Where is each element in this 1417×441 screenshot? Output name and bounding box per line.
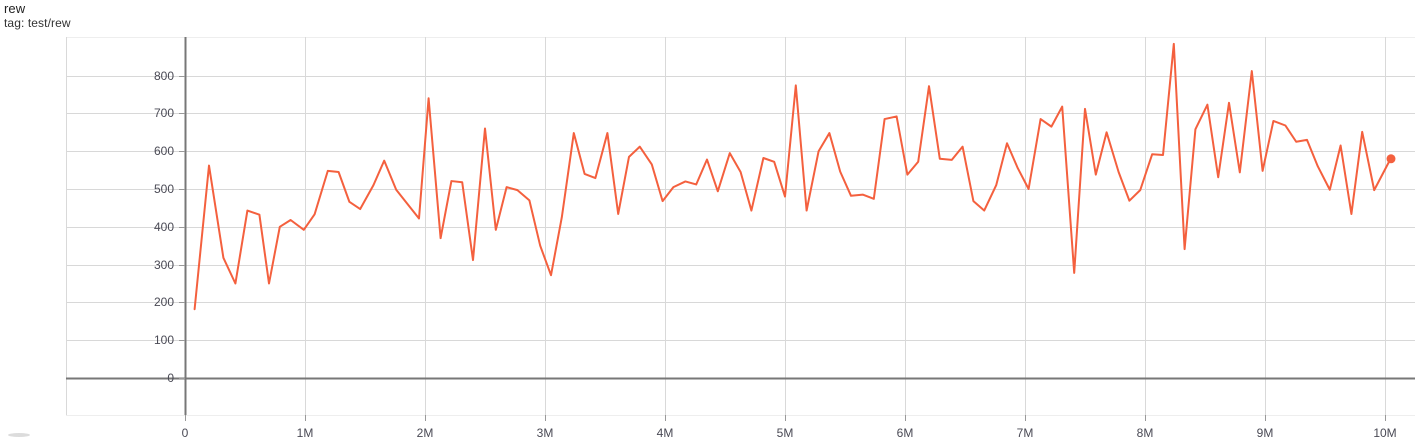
y-axis-tick-label: 300: [154, 258, 174, 272]
x-axis-tick-label: 0: [182, 426, 189, 440]
series-end-marker: [1386, 154, 1396, 164]
x-axis-tick-label: 8M: [1137, 426, 1154, 440]
series-line[interactable]: [193, 42, 1392, 311]
scroll-indicator-smudge: [8, 433, 30, 437]
axis-lines: [66, 37, 1415, 415]
y-axis-tick-label: 700: [154, 106, 174, 120]
axis-tick-marks: [179, 76, 1386, 421]
y-axis-tick-labels: 0 100 200 300 400 500 600 700 800: [154, 69, 174, 385]
horizontal-gridlines: [66, 37, 1415, 416]
x-axis-tick-label: 5M: [777, 426, 794, 440]
y-axis-tick-label: 100: [154, 333, 174, 347]
x-axis-tick-label: 4M: [657, 426, 674, 440]
y-axis-tick-label: 800: [154, 69, 174, 83]
x-axis-tick-label: 10M: [1373, 426, 1396, 440]
y-axis-tick-label: 600: [154, 144, 174, 158]
x-axis-tick-labels: 0 1M 2M 3M 4M 5M 6M 7M 8M 9M 10M: [182, 426, 1397, 440]
x-axis-tick-label: 2M: [417, 426, 434, 440]
y-axis-tick-label: 0: [167, 371, 174, 385]
chart-subtitle: tag: test/rew: [4, 16, 71, 30]
y-axis-tick-label: 400: [154, 220, 174, 234]
chart-title: rew: [4, 1, 26, 16]
x-axis-tick-label: 1M: [297, 426, 314, 440]
series-end-dot: [1386, 154, 1396, 164]
x-axis-tick-label: 9M: [1257, 426, 1274, 440]
x-axis-tick-label: 7M: [1017, 426, 1034, 440]
y-axis-tick-label: 500: [154, 182, 174, 196]
y-axis-tick-label: 200: [154, 295, 174, 309]
x-axis-tick-label: 3M: [537, 426, 554, 440]
series-lines[interactable]: [193, 42, 1392, 311]
x-axis-tick-label: 6M: [897, 426, 914, 440]
